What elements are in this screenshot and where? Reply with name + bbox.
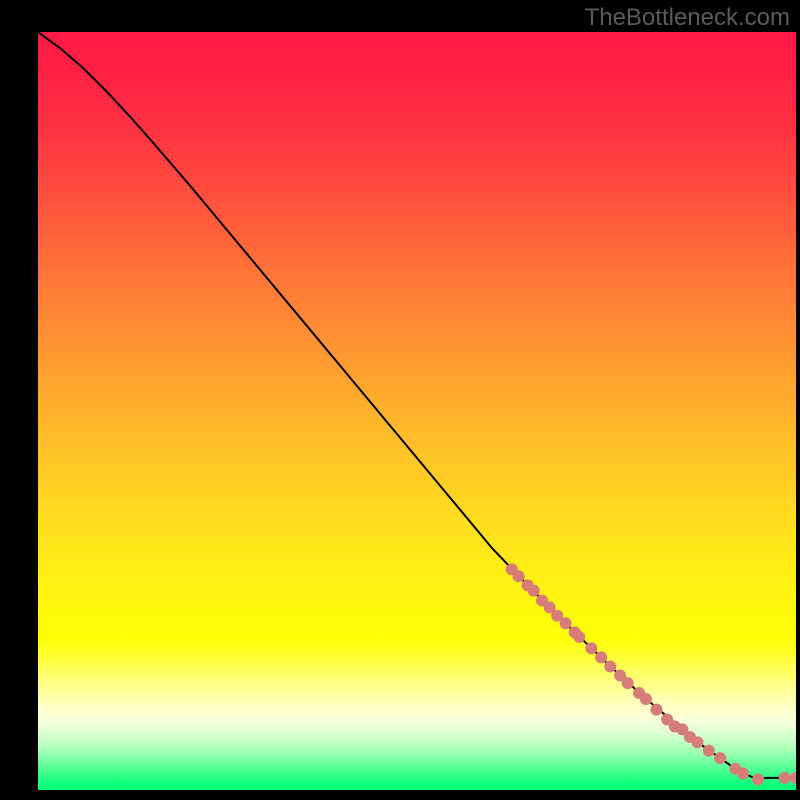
plot-area xyxy=(38,32,796,790)
scatter-point xyxy=(595,651,607,663)
watermark-text: TheBottleneck.com xyxy=(585,4,790,32)
scatter-point xyxy=(691,736,703,748)
scatter-point xyxy=(528,585,540,597)
scatter-point xyxy=(573,631,585,643)
stage: TheBottleneck.com xyxy=(0,0,800,800)
plot-background xyxy=(38,32,796,790)
scatter-point xyxy=(714,752,726,764)
scatter-point xyxy=(585,642,597,654)
scatter-point xyxy=(622,677,634,689)
scatter-point xyxy=(651,704,663,716)
scatter-point xyxy=(513,570,525,582)
scatter-point xyxy=(752,773,764,785)
scatter-point xyxy=(560,617,572,629)
scatter-point xyxy=(640,693,652,705)
scatter-point xyxy=(737,767,749,779)
scatter-point xyxy=(604,660,616,672)
scatter-point xyxy=(779,772,791,784)
scatter-point xyxy=(703,745,715,757)
